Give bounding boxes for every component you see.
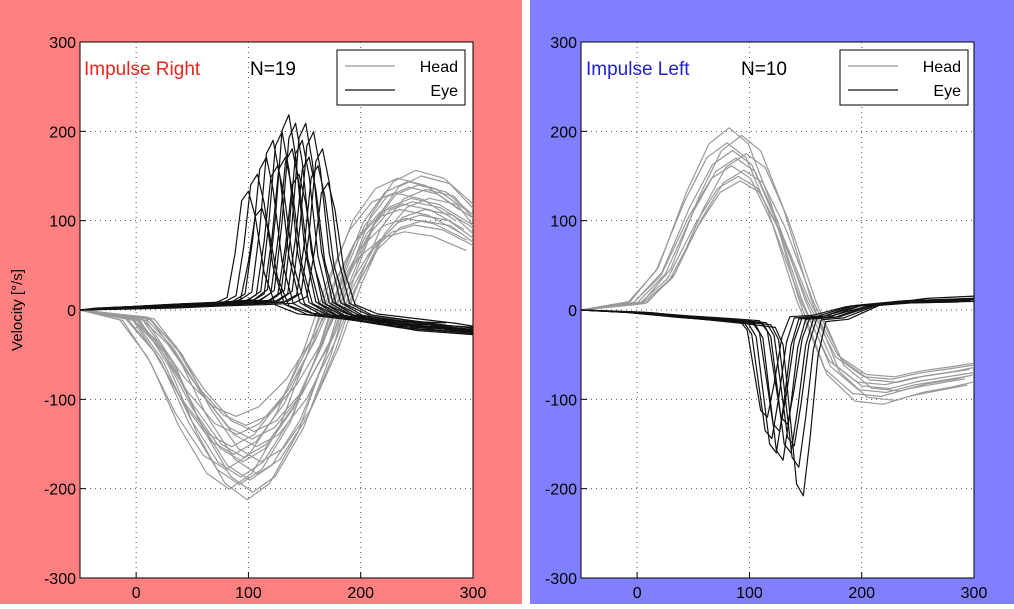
head-trace: [580, 134, 975, 401]
head-trace: [580, 153, 975, 392]
head-trace: [580, 175, 975, 380]
head-trace: [580, 165, 970, 386]
x-tick-label: 300: [460, 585, 487, 602]
y-tick-label: 100: [550, 214, 577, 231]
head-trace: [79, 197, 474, 463]
y-tick-label: -100: [44, 392, 76, 409]
head-trace: [79, 231, 467, 417]
head-trace: [79, 181, 470, 486]
legend-eye-label: Eye: [933, 83, 961, 100]
eye-trace: [79, 182, 474, 327]
series-lines-right: [79, 114, 474, 501]
head-trace: [79, 175, 474, 493]
eye-trace: [79, 207, 447, 324]
y-tick-label: 0: [568, 303, 577, 320]
head-trace: [580, 157, 975, 390]
series-lines-left: [580, 127, 975, 497]
y-tick-label: 0: [67, 303, 76, 320]
grid-left: [581, 41, 975, 579]
head-trace: [79, 220, 474, 433]
x-tick-label: 200: [347, 585, 374, 602]
legend-head-label: Head: [420, 59, 458, 76]
head-trace: [79, 201, 474, 458]
y-tick-label: 300: [49, 35, 76, 52]
tick-labels-left: 0 100 200 300 -300 -200 -100 0 100 200 300: [545, 35, 987, 602]
eye-trace: [580, 297, 975, 468]
y-tick-label: -300: [44, 571, 76, 588]
head-trace: [580, 149, 971, 394]
count-label-left: N=10: [741, 59, 787, 80]
plot-area-left: [580, 41, 975, 579]
head-trace: [580, 180, 975, 378]
y-tick-label: 200: [550, 124, 577, 141]
x-tick-label: 100: [736, 585, 763, 602]
legend-head-label: Head: [923, 59, 961, 76]
head-trace: [79, 224, 474, 426]
x-tick-label: 100: [235, 585, 262, 602]
legend-box: [336, 49, 466, 106]
x-tick-label: 200: [848, 585, 875, 602]
chart-title-right: Impulse Right: [84, 59, 201, 80]
y-tick-label: 200: [49, 124, 76, 141]
y-tick-label: -100: [545, 392, 577, 409]
y-tick-label: 100: [49, 214, 76, 231]
head-trace: [79, 188, 474, 475]
tick-labels-right: 0 100 200 300 -300 -200 -100 0 100 200 300: [44, 35, 486, 602]
count-label-right: N=19: [250, 59, 296, 80]
plot-area-right: [79, 41, 474, 579]
eye-trace: [580, 301, 959, 418]
y-tick-label: 300: [550, 35, 577, 52]
eye-trace: [79, 131, 474, 334]
head-trace: [79, 214, 474, 440]
y-axis-label: Velocity [°/s]: [9, 269, 26, 351]
eye-trace: [79, 148, 474, 331]
legend-right: Head Eye: [336, 49, 466, 106]
chart-title-left: Impulse Left: [586, 59, 690, 80]
legend-box: [839, 49, 969, 106]
head-trace: [79, 208, 474, 448]
y-tick-label: -200: [44, 482, 76, 499]
head-trace: [79, 186, 472, 478]
legend-eye-label: Eye: [430, 83, 458, 100]
y-tick-label: -200: [545, 482, 577, 499]
eye-trace: [580, 295, 975, 497]
eye-trace: [580, 300, 975, 425]
x-tick-label: 0: [132, 585, 141, 602]
head-trace: [79, 192, 457, 471]
x-tick-label: 0: [633, 585, 642, 602]
y-tick-label: -300: [545, 571, 577, 588]
head-trace: [79, 217, 468, 436]
x-tick-label: 300: [961, 585, 988, 602]
grid-right: [80, 41, 474, 579]
legend-left: Head Eye: [839, 49, 969, 106]
